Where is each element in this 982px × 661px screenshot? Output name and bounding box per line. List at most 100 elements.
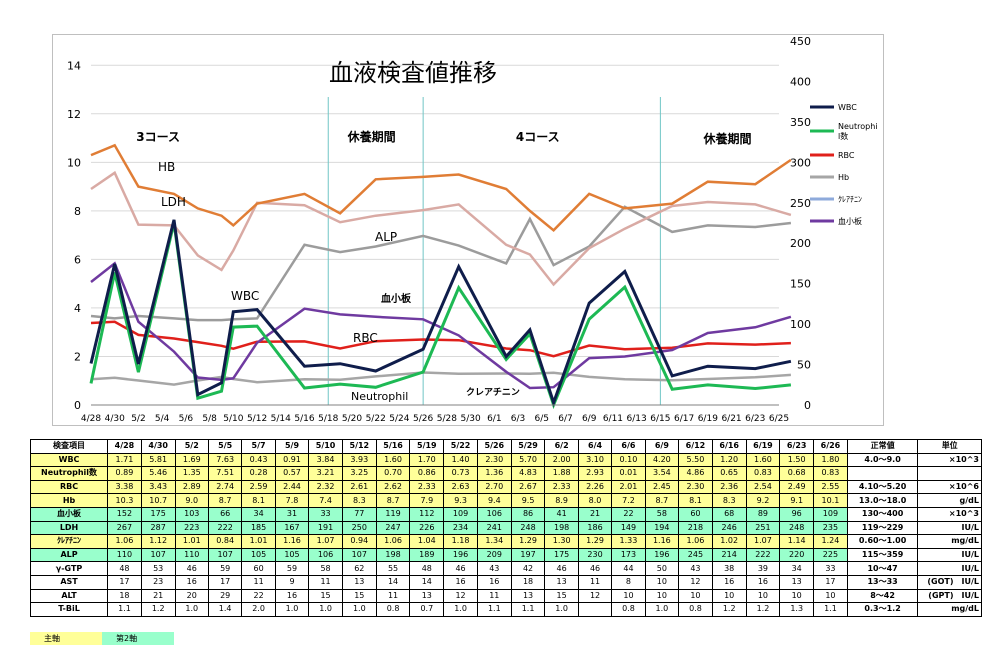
x-tick-label: 6/15 bbox=[650, 414, 670, 424]
table-cell: 1.07 bbox=[308, 534, 343, 549]
table-cell: 245 bbox=[678, 547, 713, 563]
table-cell: 44 bbox=[611, 561, 646, 576]
table-cell: 16 bbox=[476, 574, 512, 590]
table-cell: 1.30 bbox=[544, 534, 579, 549]
series-line-LDH bbox=[90, 170, 792, 287]
table-cell: 13 bbox=[409, 588, 445, 604]
column-header: 検査項目 bbox=[29, 439, 109, 454]
table-cell: 7.8 bbox=[274, 493, 310, 508]
curve-label: WBC bbox=[231, 289, 259, 303]
table-row: T-BiL 1.1 1.2 1.0 1.4 2.0 1.0 1.0 1.0 0.8 0.7 1.0 1.… bbox=[29, 602, 982, 617]
table-cell: 17 bbox=[107, 574, 142, 590]
right-tick-label: 200 bbox=[790, 237, 811, 250]
table-cell: 1.36 bbox=[476, 466, 512, 481]
table-cell: 9.1 bbox=[779, 493, 815, 508]
table-cell: 0.8 bbox=[611, 602, 646, 617]
table-cell: 17 bbox=[207, 574, 243, 590]
table-cell: 106 bbox=[308, 547, 343, 563]
table-cell: 1.4 bbox=[207, 602, 243, 617]
table-cell: 1.3 bbox=[779, 602, 815, 617]
left-tick-label: 10 bbox=[67, 156, 81, 169]
period-label: 休養期間 bbox=[703, 131, 752, 146]
table-row: γ-GTP 48 53 46 59 60 59 58 62 55 48 46 43 42 46 46 44 50 4… bbox=[29, 561, 982, 576]
normal-range: 4.0～9.0 bbox=[846, 452, 919, 468]
x-tick-label: 5/4 bbox=[155, 414, 170, 424]
column-header: 6/16 bbox=[711, 439, 747, 454]
table-cell: 149 bbox=[611, 520, 646, 536]
table-cell: 0.8 bbox=[375, 602, 411, 617]
column-header: 4/28 bbox=[107, 439, 142, 454]
table-cell: 46 bbox=[174, 561, 209, 576]
x-tick-label: 6/25 bbox=[769, 414, 789, 424]
table-cell: 248 bbox=[779, 520, 815, 536]
table-cell: 248 bbox=[510, 520, 546, 536]
table-cell: 3.93 bbox=[341, 452, 377, 468]
table-cell: 246 bbox=[711, 520, 747, 536]
unit: ×10^3 bbox=[917, 452, 982, 468]
x-tick-label: 6/7 bbox=[558, 414, 572, 424]
primary-axis-key: 主軸 bbox=[30, 632, 102, 645]
table-cell: 3.54 bbox=[644, 466, 680, 481]
row-label: Hb bbox=[29, 493, 109, 508]
table-cell: 8.1 bbox=[678, 493, 713, 508]
x-tick-label: 5/20 bbox=[342, 414, 362, 424]
period-label: 3コース bbox=[136, 130, 180, 144]
table-cell: 41 bbox=[544, 506, 579, 522]
curve-label: RBC bbox=[353, 331, 378, 345]
unit: mg/dL bbox=[917, 602, 982, 617]
table-cell: 1.06 bbox=[107, 534, 142, 549]
table-cell: 222 bbox=[745, 547, 781, 563]
table-cell: 12 bbox=[577, 588, 613, 604]
table-cell: 225 bbox=[813, 547, 848, 563]
table-cell: 5.81 bbox=[140, 452, 176, 468]
table-cell: 1.69 bbox=[174, 452, 209, 468]
table-cell: 267 bbox=[107, 520, 142, 536]
x-tick-label: 5/24 bbox=[389, 414, 409, 424]
table-cell: 0.01 bbox=[611, 466, 646, 481]
row-label: RBC bbox=[29, 479, 109, 495]
table-cell: 1.06 bbox=[375, 534, 411, 549]
table-cell: 1.60 bbox=[375, 452, 411, 468]
table-cell: 1.14 bbox=[779, 534, 815, 549]
table-cell: 2.59 bbox=[241, 479, 276, 495]
unit: g/dL bbox=[917, 493, 982, 508]
series-line-血小板 bbox=[90, 261, 792, 390]
table-cell: 7.4 bbox=[308, 493, 343, 508]
table-cell: 1.1 bbox=[476, 602, 512, 617]
x-tick-label: 6/21 bbox=[721, 414, 741, 424]
normal-range: 0.60～1.00 bbox=[846, 534, 919, 549]
normal-range bbox=[846, 466, 919, 481]
column-header: 5/5 bbox=[207, 439, 243, 454]
table-cell: 10 bbox=[678, 588, 713, 604]
right-tick-label: 250 bbox=[790, 197, 811, 210]
unit: ×10^6 bbox=[917, 479, 982, 495]
table-cell: 1.20 bbox=[711, 452, 747, 468]
table-cell: 0.83 bbox=[745, 466, 781, 481]
chart-title: 血液検査値推移 bbox=[329, 59, 497, 87]
x-tick-label: 5/26 bbox=[413, 414, 433, 424]
table-row: WBC 1.71 5.81 1.69 7.63 0.43 0.91 3.84 3.93 1.60 1… bbox=[29, 452, 982, 468]
series-line-WBC bbox=[89, 219, 792, 408]
curve-label: HB bbox=[158, 160, 175, 174]
table-cell: 109 bbox=[813, 506, 848, 522]
table-cell: 10 bbox=[779, 588, 815, 604]
table-cell: 2.49 bbox=[779, 479, 815, 495]
table-cell: 4.20 bbox=[644, 452, 680, 468]
table-row: Neutrophil数 0.89 5.46 1.35 7.51 0.28 0.57 3.21 3… bbox=[29, 466, 982, 481]
table-cell: 214 bbox=[711, 547, 747, 563]
x-tick-label: 5/10 bbox=[223, 414, 243, 424]
series-line-ALP bbox=[90, 205, 792, 322]
table-row: 血小板 152 175 103 66 34 31 33 77 119 112 109 106 86 41 21… bbox=[29, 506, 982, 522]
x-tick-label: 6/17 bbox=[674, 414, 694, 424]
table-cell: 21 bbox=[140, 588, 176, 604]
table-cell: 10.7 bbox=[140, 493, 176, 508]
x-tick-label: 5/22 bbox=[366, 414, 386, 424]
series-line-クレアチニン bbox=[90, 371, 791, 386]
table-cell: 7.9 bbox=[409, 493, 445, 508]
table-cell: 218 bbox=[678, 520, 713, 536]
table-cell: 287 bbox=[140, 520, 176, 536]
table-cell: 0.43 bbox=[241, 452, 276, 468]
table-cell: 2.33 bbox=[544, 479, 579, 495]
table-cell: 7.63 bbox=[207, 452, 243, 468]
table-cell: 16 bbox=[745, 574, 781, 590]
